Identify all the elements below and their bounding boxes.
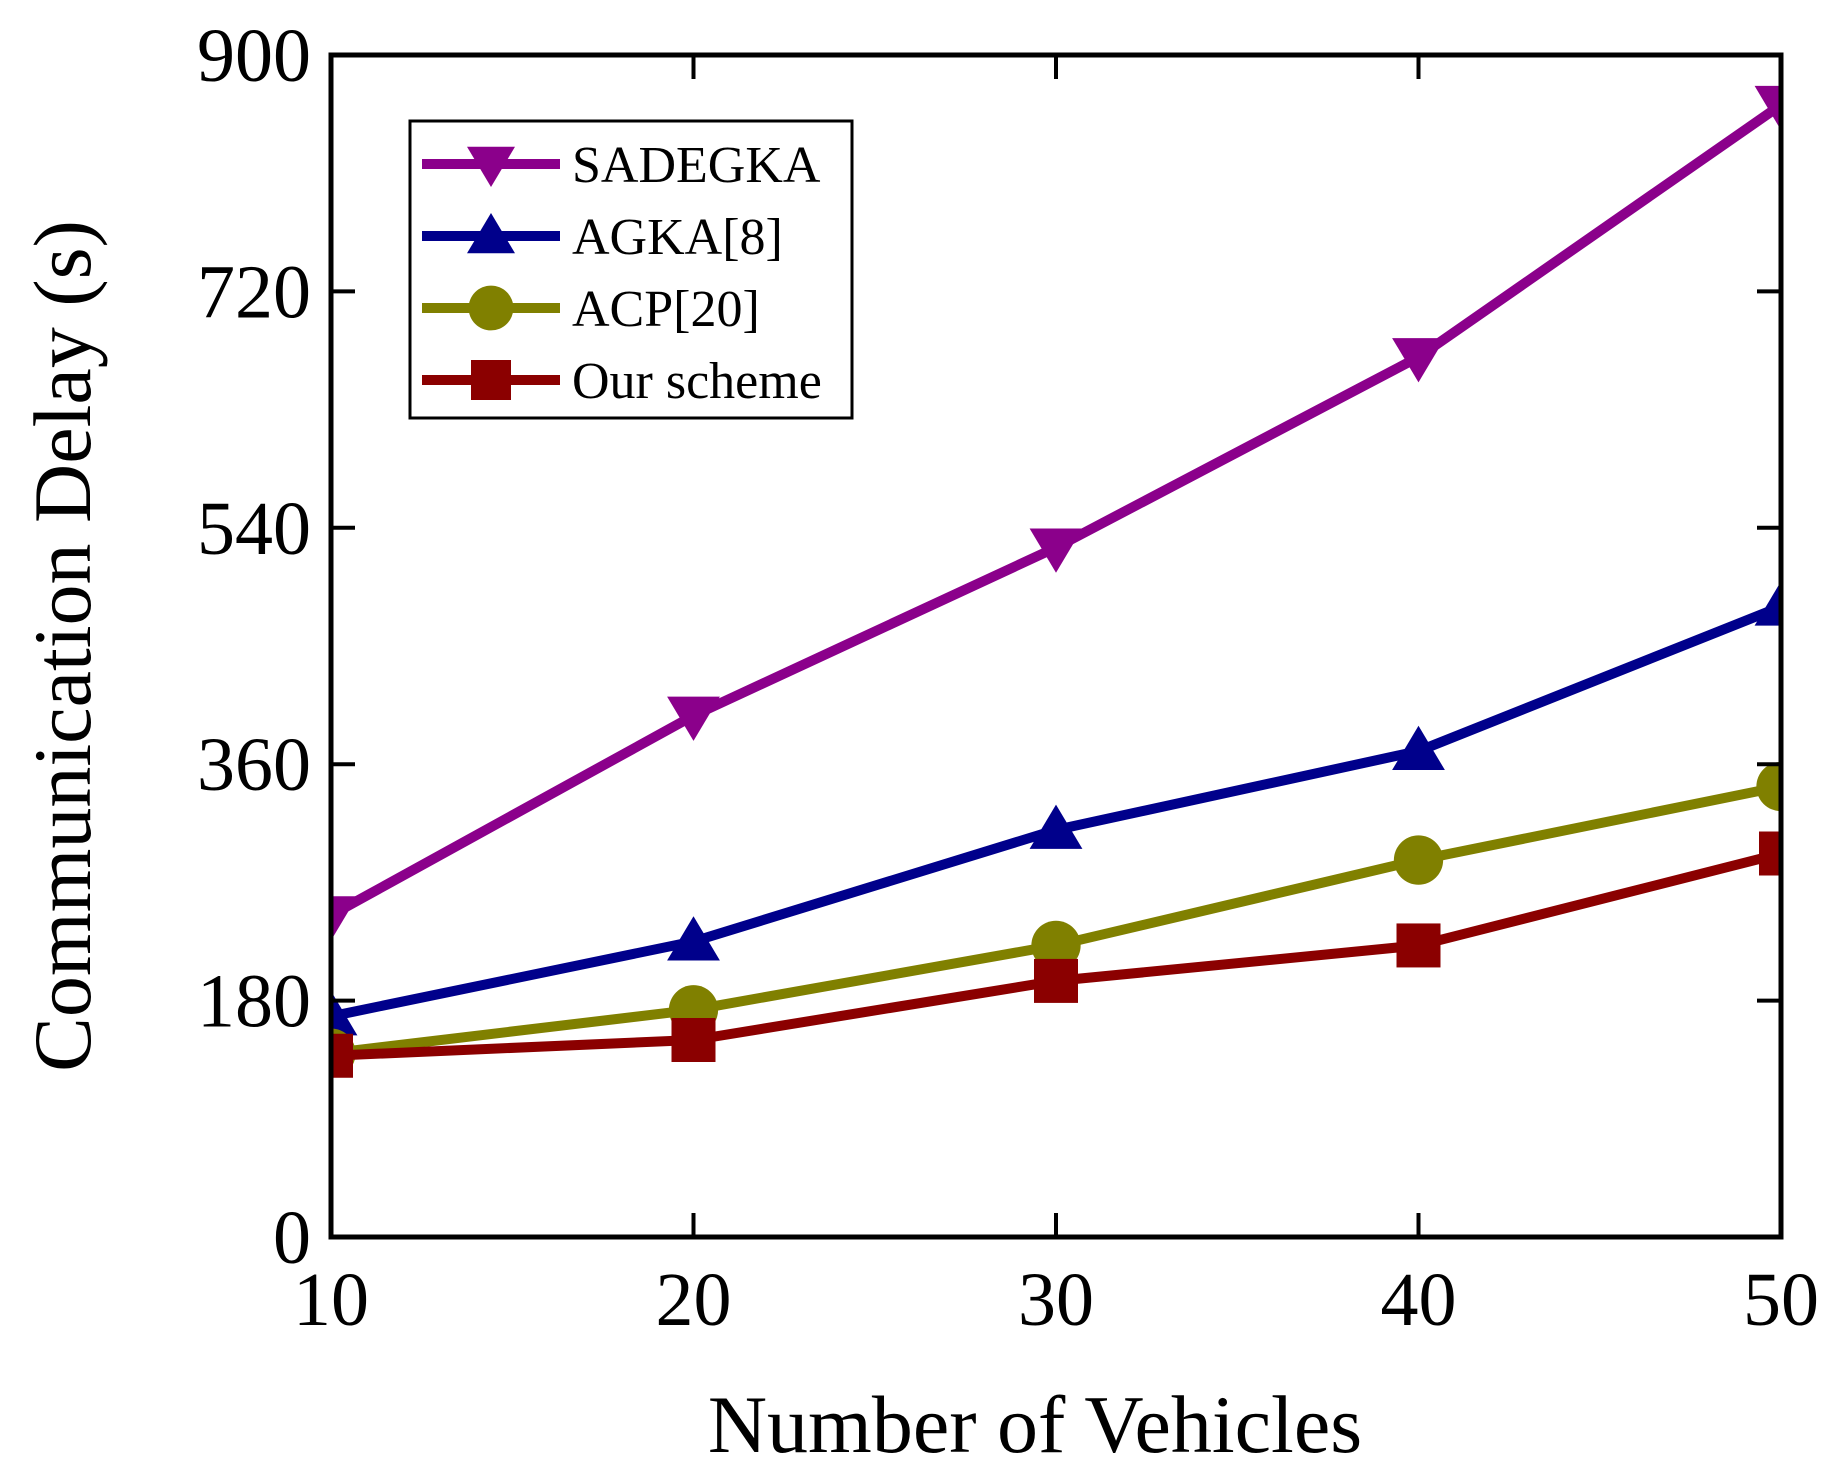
x-tick-label: 30 (1018, 1258, 1094, 1342)
data-point-sadegka (331, 896, 358, 941)
legend-marker-our-scheme (471, 360, 511, 400)
y-axis-title: Communication Delay (s) (17, 220, 108, 1072)
y-tick-label: 360 (197, 723, 311, 807)
data-point-agka-8 (1029, 804, 1083, 849)
data-point-acp-20 (1393, 835, 1444, 885)
legend-label-our-scheme: Our scheme (572, 353, 822, 410)
legend-items: SADEGKA AGKA[8] ACP[20] Our scheme (422, 137, 822, 410)
legend: SADEGKA AGKA[8] ACP[20] Our scheme (408, 119, 854, 420)
data-point-our-scheme (1759, 831, 1781, 876)
y-tick-label: 720 (197, 250, 311, 334)
y-tick-label: 180 (197, 960, 311, 1044)
data-point-our-scheme (1034, 958, 1078, 1003)
x-tick-label: 40 (1381, 1258, 1457, 1342)
data-point-sadegka (667, 696, 720, 741)
data-point-agka-8 (667, 916, 720, 961)
data-point-sadegka (1392, 338, 1445, 383)
x-tick-label: 20 (656, 1258, 732, 1342)
data-point-our-scheme (331, 1033, 353, 1078)
ticks-layer (329, 53, 1783, 1239)
x-axis-title: Number of Vehicles (708, 1379, 1362, 1470)
data-point-agka-8 (1754, 581, 1781, 626)
data-point-sadegka (1754, 85, 1781, 131)
data-point-acp-20 (1756, 761, 1781, 812)
data-point-our-scheme (671, 1018, 716, 1062)
y-tick-label: 540 (197, 487, 311, 571)
data-point-our-scheme (1396, 923, 1441, 968)
legend-marker-agka-8 (467, 213, 515, 254)
series-agka-8 (331, 581, 1781, 1036)
data-point-acp-20 (1031, 920, 1081, 971)
legend-label-acp-20: ACP[20] (572, 281, 760, 338)
legend-marker-sadegka (467, 146, 515, 187)
plot-area (331, 85, 1781, 1078)
data-point-agka-8 (1392, 725, 1445, 771)
series-acp-20 (331, 761, 1781, 1078)
y-tick-label: 900 (197, 14, 311, 98)
series-our-scheme (331, 831, 1781, 1078)
legend-label-agka-8: AGKA[8] (572, 209, 783, 266)
x-tick-label: 10 (293, 1258, 369, 1342)
series-sadegka (331, 85, 1781, 941)
y-tick-label: 0 (273, 1196, 311, 1280)
data-point-agka-8 (331, 991, 358, 1036)
tick-labels-layer: 10 20 30 40 50 0 180 360 540 720 900 (197, 14, 1819, 1342)
data-point-sadegka (1029, 528, 1083, 573)
legend-marker-acp-20 (468, 285, 514, 331)
legend-label-sadegka: SADEGKA (572, 137, 821, 194)
x-tick-label: 50 (1743, 1258, 1819, 1342)
series-layer (331, 85, 1781, 1078)
